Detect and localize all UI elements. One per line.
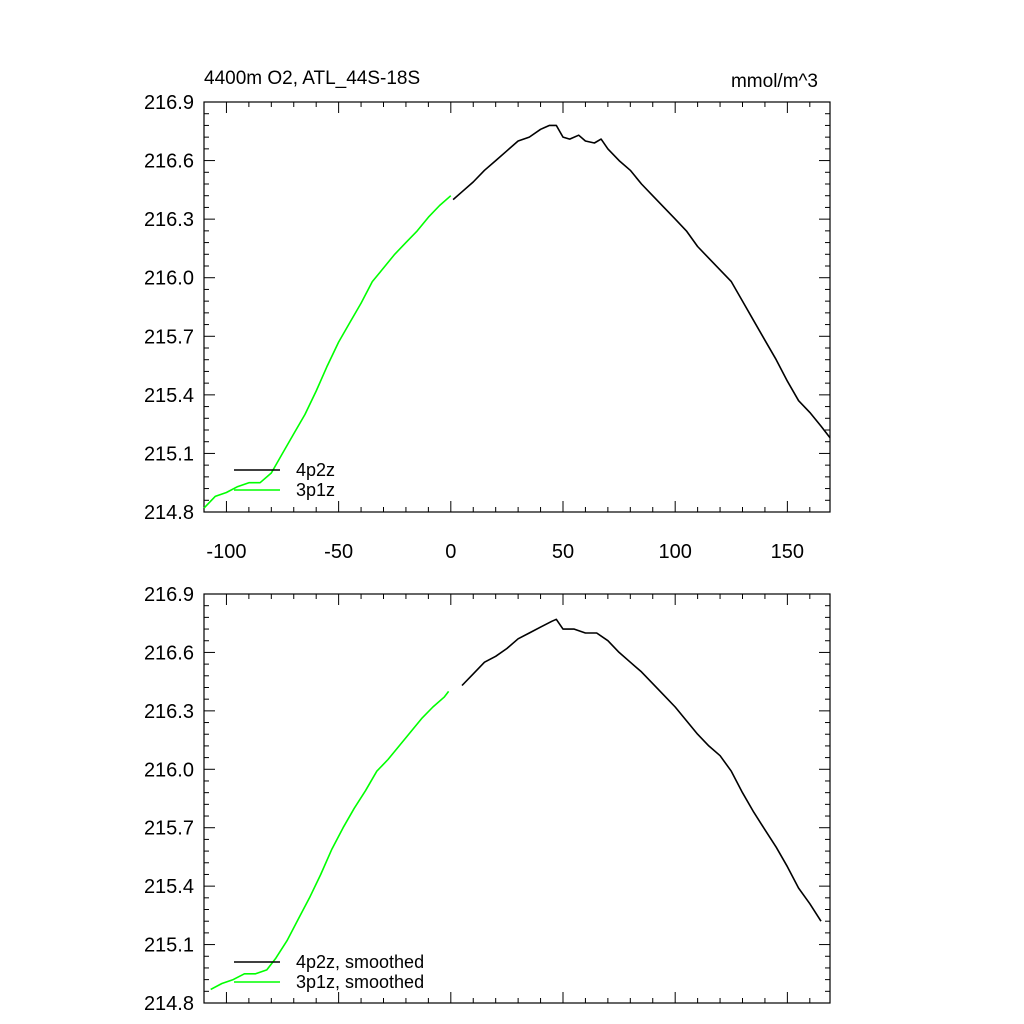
series-line-3p1z-smoothed (210, 690, 450, 991)
x-tick-label: 0 (445, 541, 456, 563)
legend-label-4p2z-smoothed: 4p2z, smoothed (296, 952, 424, 972)
y-tick-label: 214.8 (144, 993, 194, 1015)
y-tick-label: 216.9 (144, 584, 194, 606)
x-tick-label: -100 (206, 541, 246, 563)
top-panel-legend: 4p2z 3p1z (234, 460, 335, 500)
y-tick-label: 215.1 (144, 935, 194, 957)
bottom-panel-series (210, 618, 822, 991)
top-panel-axes: 214.8 215.1 215.4 215.7 216.0 216.3 216.6 216.9… (144, 92, 831, 563)
y-tick-label: 216.3 (144, 701, 194, 723)
bottom-panel: 214.8 215.1 215.4 215.7 216.0 216.3 216.6 216.9… (144, 584, 831, 1015)
y-tick-label: 216.3 (144, 209, 194, 231)
x-tick-label: -50 (324, 541, 353, 563)
legend-label-4p2z: 4p2z (296, 460, 335, 480)
legend-label-3p1z: 3p1z (296, 480, 335, 500)
y-tick-label: 216.9 (144, 92, 194, 114)
chart-title: 4400m O2, ATL_44S-18S (204, 68, 420, 89)
y-tick-label: 216.6 (144, 151, 194, 173)
series-line-3p1z (203, 195, 452, 509)
top-panel-series (203, 124, 831, 509)
y-tick-label: 216.0 (144, 268, 194, 290)
y-tick-label: 215.4 (144, 385, 194, 407)
series-line-4p2z (452, 124, 831, 439)
x-tick-label: 150 (771, 541, 804, 563)
y-tick-label: 215.7 (144, 326, 194, 348)
top-panel: 4400m O2, ATL_44S-18S mmol/m^3 214.8 215.… (144, 68, 831, 563)
y-tick-label: 215.1 (144, 443, 194, 465)
bottom-panel-axes: 214.8 215.1 215.4 215.7 216.0 216.3 216.6 216.9 (144, 584, 831, 1015)
y-tick-label: 214.8 (144, 502, 194, 524)
units-label: mmol/m^3 (731, 71, 818, 92)
y-tick-label: 215.7 (144, 818, 194, 840)
y-tick-label: 215.4 (144, 876, 194, 898)
legend-label-3p1z-smoothed: 3p1z, smoothed (296, 972, 424, 992)
plot-frame (203, 593, 831, 1004)
x-tick-label: 50 (552, 541, 574, 563)
x-tick-label: 100 (658, 541, 691, 563)
plot-frame (203, 101, 831, 513)
y-tick-label: 216.0 (144, 759, 194, 781)
bottom-panel-legend: 4p2z, smoothed 3p1z, smoothed (234, 952, 424, 992)
series-line-4p2z-smoothed (461, 618, 822, 922)
y-tick-label: 216.6 (144, 642, 194, 664)
